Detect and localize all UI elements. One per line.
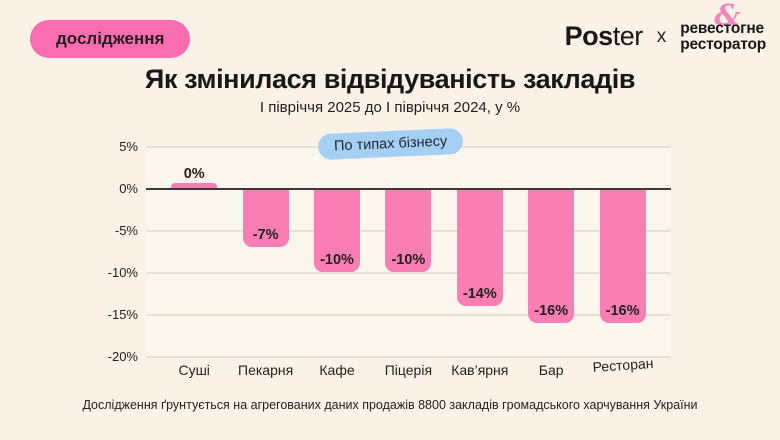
bar-4 <box>456 188 503 306</box>
bar-value-label: -16% <box>534 302 569 319</box>
logo-lockup: Poster x & ревестогне ресторатор <box>564 1 767 53</box>
bar-value-label: -16% <box>605 302 640 319</box>
poster-logo-bold: Pos <box>564 21 614 51</box>
logo-separator: x <box>656 25 667 47</box>
y-axis-tick-label: -15% <box>107 307 138 323</box>
bar-5 <box>528 188 575 323</box>
partner-logo-line1: ревестогне <box>680 20 764 37</box>
partner-logo: & ревестогне ресторатор <box>680 1 766 53</box>
gridline <box>146 314 671 317</box>
bar-value-label: 0% <box>183 166 205 182</box>
bar-value-label: -7% <box>252 226 279 243</box>
zero-axis-line <box>146 188 671 190</box>
y-axis-tick-label: -5% <box>114 223 138 239</box>
page-subtitle: І півріччя 2025 до І півріччя 2024, у % <box>259 99 521 116</box>
poster-logo: Poster <box>564 21 644 52</box>
y-axis-tick-label: 5% <box>119 138 138 154</box>
gridline <box>146 356 671 359</box>
bar-6 <box>599 188 646 323</box>
bar-1 <box>242 188 289 247</box>
bar-value-label: -10% <box>391 252 426 269</box>
bar-2 <box>314 188 360 273</box>
category-label: Піцерія <box>384 362 433 378</box>
bar-value-label: -10% <box>320 252 354 269</box>
bar-value-label: -14% <box>462 285 497 302</box>
partner-logo-line2: ресторатор <box>680 35 766 53</box>
category-label: Бар <box>538 362 564 378</box>
research-badge: дослідження <box>30 20 191 58</box>
category-label: Пекарня <box>238 362 294 378</box>
y-axis-tick-label: 0% <box>119 181 138 196</box>
poster-logo-light: ter <box>612 21 644 51</box>
gridline <box>146 272 671 275</box>
page-title: Як змінилася відвідуваність закладів <box>144 64 636 94</box>
bar-0 <box>171 183 218 188</box>
y-axis-tick-label: -20% <box>107 349 138 365</box>
bar-3 <box>385 188 432 273</box>
category-label: Кафе <box>319 362 355 378</box>
category-label: Кав’ярня <box>451 362 509 378</box>
footnote: Дослідження ґрунтується на агрегованих д… <box>82 398 698 412</box>
y-axis-tick-label: -10% <box>107 265 138 281</box>
category-label: Суші <box>178 362 210 378</box>
